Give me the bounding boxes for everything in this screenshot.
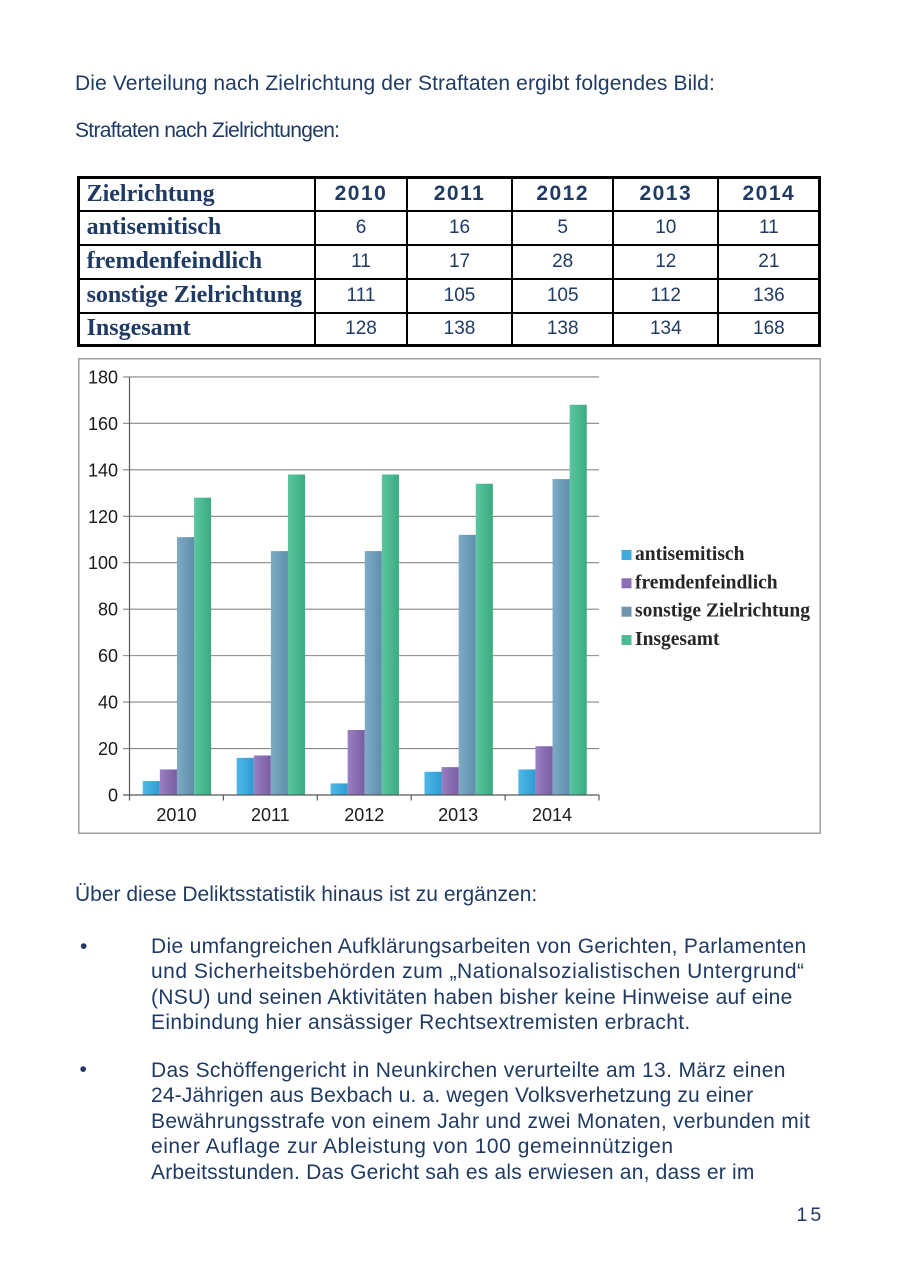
svg-text:2011: 2011 (251, 805, 290, 825)
svg-text:140: 140 (88, 460, 118, 480)
svg-text:2010: 2010 (156, 805, 196, 825)
svg-text:2014: 2014 (532, 805, 572, 825)
svg-text:160: 160 (88, 414, 118, 434)
svg-text:180: 180 (88, 367, 118, 387)
svg-text:60: 60 (98, 646, 118, 666)
svg-text:2013: 2013 (438, 805, 478, 825)
svg-text:120: 120 (88, 507, 118, 527)
svg-text:Insgesamt: Insgesamt (635, 629, 720, 650)
svg-text:0: 0 (108, 786, 118, 806)
svg-text:sonstige Zielrichtung: sonstige Zielrichtung (635, 601, 810, 622)
svg-text:antisemitisch: antisemitisch (635, 544, 745, 565)
svg-text:2012: 2012 (344, 805, 384, 825)
svg-text:80: 80 (98, 600, 118, 620)
svg-text:40: 40 (98, 693, 118, 713)
svg-text:fremdenfeindlich: fremdenfeindlich (635, 572, 778, 593)
svg-text:20: 20 (98, 739, 118, 759)
svg-text:100: 100 (88, 553, 118, 573)
